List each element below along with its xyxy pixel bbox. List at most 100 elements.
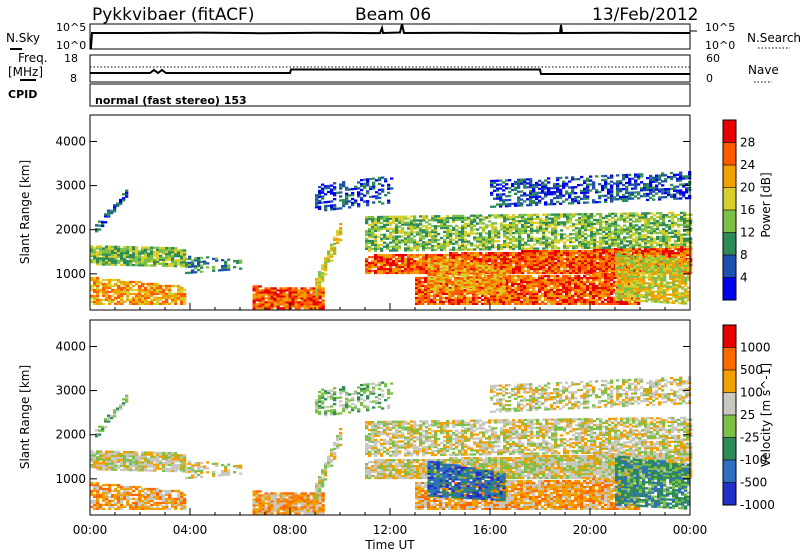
power-cell (497, 246, 501, 249)
power-cell (545, 223, 549, 226)
power-cell (578, 250, 582, 253)
power-cell (545, 239, 549, 242)
power-cell (563, 251, 567, 255)
power-cell (419, 221, 423, 224)
power-cell (608, 230, 612, 233)
power-cell (532, 302, 536, 306)
power-cell (177, 251, 181, 254)
power-cell (383, 245, 387, 248)
power-cell (686, 229, 690, 232)
power-cell (680, 211, 684, 215)
power-cell (424, 298, 428, 302)
power-cell (563, 269, 567, 273)
power-cell (482, 246, 486, 249)
power-cell (90, 276, 94, 280)
power-cell (177, 284, 181, 288)
power-cell (506, 224, 510, 227)
power-cell (108, 255, 112, 258)
power-cell (285, 289, 289, 292)
power-cell (541, 280, 545, 284)
power-cell (505, 292, 509, 296)
power-cell (620, 246, 624, 249)
power-cell (481, 292, 485, 295)
power-cell (599, 250, 603, 253)
power-cell (536, 237, 540, 240)
power-cell (608, 214, 612, 218)
power-cell (457, 298, 461, 302)
power-cell (150, 246, 154, 249)
power-cell (333, 250, 337, 253)
power-cell (614, 212, 618, 215)
power-cell (659, 221, 663, 225)
power-cell (611, 269, 615, 273)
power-cell (554, 255, 558, 259)
power-cell (351, 203, 355, 207)
power-cell (536, 241, 540, 244)
power-cell (458, 236, 462, 239)
power-cell (120, 294, 124, 298)
power-cell (575, 261, 579, 265)
power-cell (548, 261, 552, 265)
power-cell (505, 276, 509, 280)
power-cell (523, 296, 527, 300)
power-cell (339, 183, 343, 186)
power-cell (404, 271, 408, 275)
power-cell (530, 265, 534, 269)
power-cell (587, 215, 591, 218)
power-cell (395, 225, 399, 228)
power-cell (470, 248, 474, 251)
power-cell (443, 216, 447, 220)
power-cell (333, 238, 337, 241)
power-cell (120, 263, 124, 266)
power-cell (515, 267, 519, 271)
power-cell (206, 256, 210, 259)
power-cell (297, 305, 301, 308)
power-cell (554, 223, 558, 226)
power-cell (336, 241, 340, 245)
power-cell (433, 258, 437, 261)
power-cell (108, 286, 112, 290)
power-cell (568, 290, 572, 294)
power-cell (578, 234, 582, 238)
power-cell (481, 280, 485, 284)
power-cell (407, 271, 411, 275)
power-cell (602, 226, 606, 229)
power-cell (425, 253, 429, 257)
power-cell (656, 227, 660, 231)
power-cell (535, 302, 539, 306)
power-cell (150, 260, 154, 263)
power-cell (461, 255, 465, 259)
power-cell (183, 288, 187, 292)
power-cell (500, 226, 504, 229)
power-cell (535, 278, 539, 282)
power-cell (626, 228, 630, 231)
power-cell (671, 235, 675, 238)
power-cell (683, 241, 687, 244)
power-cell (224, 266, 228, 270)
power-cell (398, 271, 402, 275)
power-cell (524, 257, 528, 261)
power-cell (602, 228, 606, 231)
power-cell (629, 265, 633, 269)
power-cell (324, 265, 328, 268)
power-cell (632, 248, 636, 251)
power-cell (357, 195, 361, 198)
power-cell (539, 239, 543, 242)
power-cell (545, 245, 549, 248)
power-cell (90, 247, 94, 250)
power-cell (309, 307, 313, 310)
power-cell (506, 235, 510, 239)
power-cell (601, 282, 605, 286)
power-cell (683, 250, 687, 253)
power-cell (524, 255, 528, 259)
power-cell (494, 240, 498, 243)
power-cell (324, 187, 328, 190)
power-cell (113, 210, 117, 213)
power-cell (605, 226, 609, 229)
power-cell (144, 256, 148, 259)
power-cell (677, 223, 681, 226)
power-cell (482, 261, 486, 265)
power-cell (635, 261, 639, 265)
power-cell (416, 249, 420, 252)
power-cell (665, 223, 669, 227)
